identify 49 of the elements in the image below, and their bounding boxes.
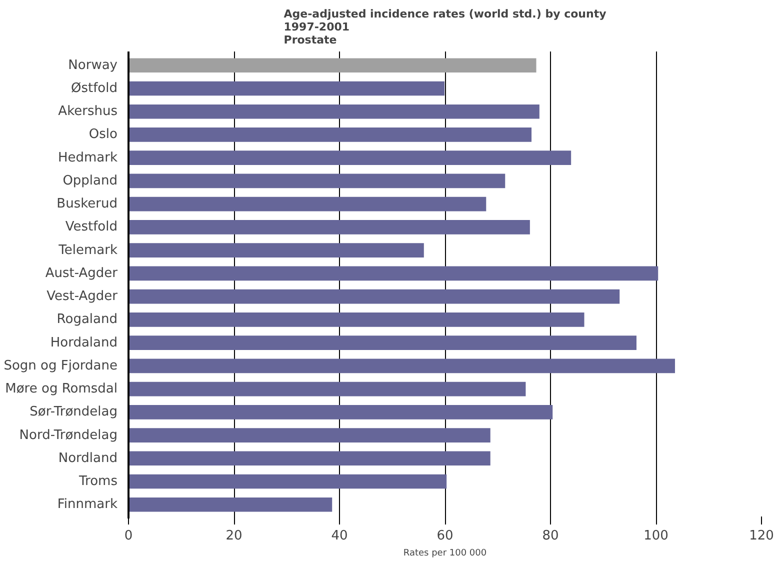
x-tick-label: 60 [436,528,454,544]
y-tick-label: Møre og Romsdal [5,382,118,397]
bar [128,128,532,142]
chart-title: Age-adjusted incidence rates (world std.) by county 1997-2001 Prostate [284,8,606,46]
y-tick-label: Oppland [62,173,118,188]
bar [128,266,658,281]
bar [128,196,486,212]
bar [128,404,553,420]
x-tick-label: 120 [749,528,774,544]
y-tick-label: Oslo [88,127,118,142]
x-tick-label: 20 [226,528,242,544]
bar [128,358,675,374]
y-tick-label: Nord-Trøndelag [19,428,118,443]
y-tick-label: Aust-Agder [45,266,118,281]
y-tick-label: Sogn og Fjordane [4,358,118,374]
y-tick-label: Sør-Trøndelag [30,404,118,420]
bar [128,174,506,188]
y-tick-label: Hedmark [58,150,118,166]
y-tick-label: Buskerud [56,196,118,212]
bar [128,312,584,327]
bar [128,451,490,466]
y-tick-label: Vestfold [65,220,118,235]
y-tick-label: Troms [78,474,118,490]
y-tick-label: Nordland [58,450,118,466]
bar [128,104,540,119]
y-tick-label: Finnmark [57,497,118,512]
bar [128,497,332,512]
y-tick-label: Rogaland [56,312,118,328]
bar [128,474,447,489]
bar [128,58,536,73]
y-tick-label: Telemark [58,242,118,258]
bar [128,336,636,350]
x-axis-title: Rates per 100 000 [403,548,487,558]
y-tick-label: Norway [68,58,118,73]
bar [128,220,530,234]
bar [128,289,620,304]
y-tick-label: Vest-Agder [46,289,118,304]
y-tick-label: Akershus [58,104,118,120]
x-tick-label: 80 [542,528,559,544]
bar [128,81,444,96]
x-tick-label: 40 [331,528,348,544]
x-tick-label: 100 [644,528,668,544]
x-tick-label: 0 [124,528,133,544]
y-tick-label: Østfold [71,80,118,96]
bar [128,150,572,166]
bar [128,428,490,442]
bar [128,382,526,396]
y-tick-label: Hordaland [50,335,118,350]
bar [128,243,424,258]
